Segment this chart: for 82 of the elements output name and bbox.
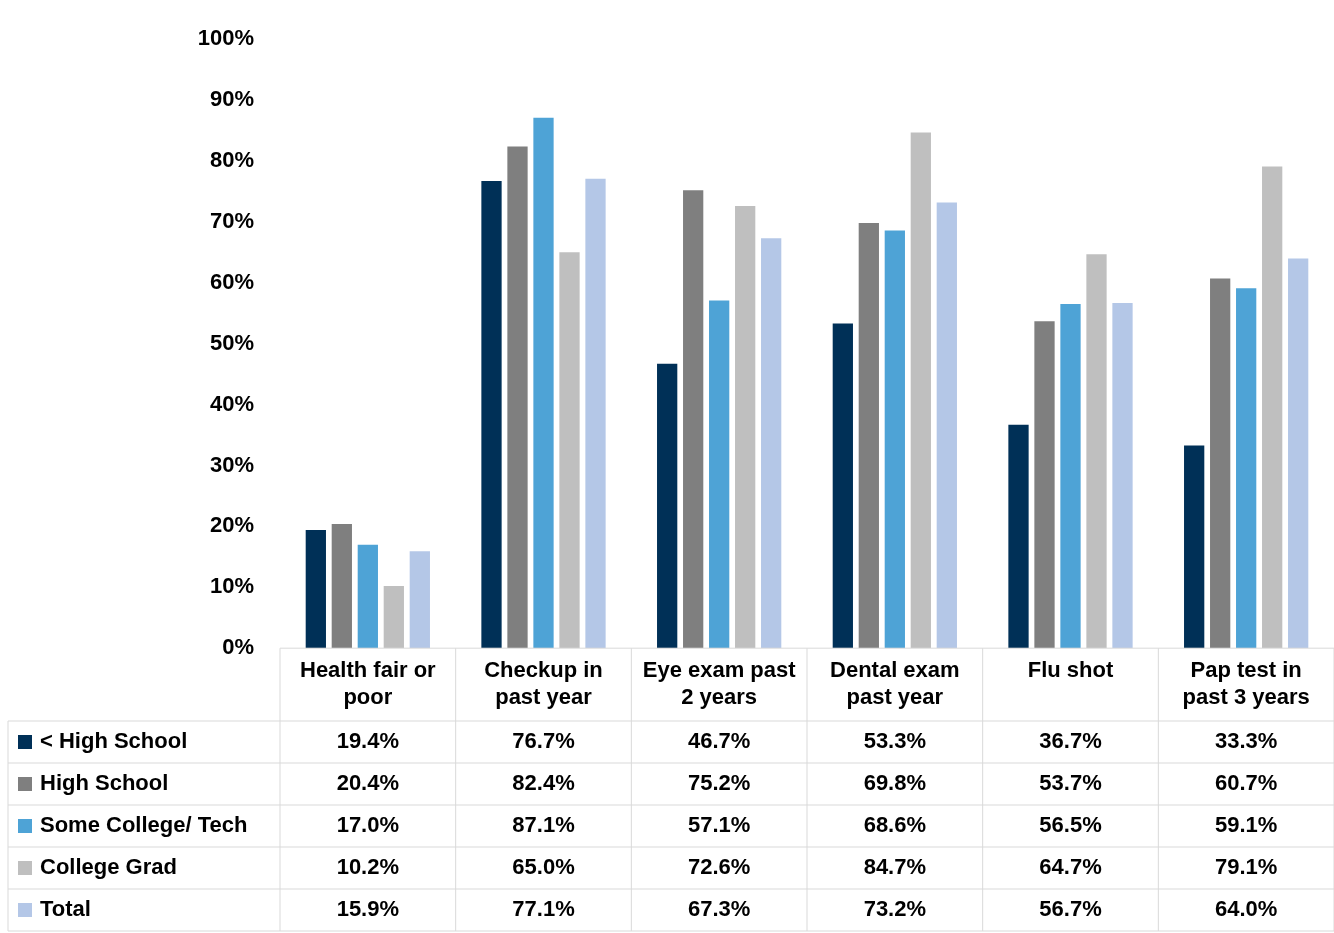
bar (305, 530, 326, 649)
data-label: 84.7% (863, 854, 927, 880)
data-label: 19.4% (336, 728, 400, 754)
x-tick-label: Pap test in past 3 years (1182, 657, 1310, 709)
y-tick-label: 50% (209, 329, 254, 355)
data-label: 73.2% (863, 896, 927, 922)
y-tick-label: 80% (209, 147, 254, 173)
data-label: 33.3% (1214, 728, 1278, 754)
legend-label: < High School (40, 728, 188, 754)
data-label: 59.1% (1214, 812, 1278, 838)
bar (1112, 302, 1133, 649)
bar (481, 181, 502, 649)
x-tick-label: Checkup in past year (484, 657, 603, 709)
data-label: 82.4% (512, 770, 575, 796)
bar (1034, 321, 1055, 649)
data-label: 87.1% (512, 812, 575, 838)
bar (910, 132, 931, 649)
data-label: 46.7% (687, 728, 751, 754)
data-label: 75.2% (687, 770, 751, 796)
legend-label: Some College/ Tech (40, 812, 248, 838)
x-tick-label: Eye exam past 2 years (642, 657, 797, 709)
data-label: 64.7% (1039, 854, 1102, 880)
legend-label: High School (40, 770, 169, 796)
x-tick-label: Health fair or poor (299, 657, 437, 709)
bar (709, 300, 730, 649)
bar (936, 202, 957, 649)
y-tick-label: 10% (209, 573, 254, 599)
bar (383, 586, 404, 649)
y-tick-label: 20% (209, 512, 254, 538)
bar (761, 238, 782, 649)
bar (409, 551, 430, 649)
data-label: 17.0% (336, 812, 400, 838)
y-tick-label: 40% (209, 390, 254, 416)
data-label: 64.0% (1214, 896, 1278, 922)
data-label: 20.4% (336, 770, 400, 796)
data-label: 53.7% (1039, 770, 1102, 796)
bar (735, 206, 756, 649)
data-label: 53.3% (863, 728, 927, 754)
legend-label: College Grad (40, 854, 177, 880)
data-label: 60.7% (1214, 770, 1278, 796)
data-label: 56.7% (1039, 896, 1102, 922)
data-label: 56.5% (1039, 812, 1102, 838)
x-tick-label: Dental exam past year (830, 657, 960, 709)
data-label: 77.1% (512, 896, 575, 922)
y-tick-label: 100% (197, 25, 254, 51)
data-label: 10.2% (336, 854, 400, 880)
bar (1262, 166, 1283, 649)
bar (1086, 254, 1107, 649)
data-label: 15.9% (336, 896, 400, 922)
bar (1236, 288, 1257, 649)
bar (533, 117, 554, 649)
data-label: 69.8% (863, 770, 927, 796)
data-label: 36.7% (1039, 728, 1102, 754)
y-tick-label: 60% (209, 268, 254, 294)
data-label: 79.1% (1214, 854, 1278, 880)
data-label: 57.1% (687, 812, 751, 838)
bar (858, 223, 879, 649)
bar (1008, 424, 1029, 649)
data-label: 76.7% (512, 728, 575, 754)
data-label: 65.0% (512, 854, 575, 880)
data-label: 67.3% (687, 896, 751, 922)
y-tick-label: 0% (222, 634, 254, 660)
bar (683, 190, 704, 649)
bar (331, 523, 352, 649)
data-label: 72.6% (687, 854, 751, 880)
bar (1210, 278, 1231, 649)
bar (832, 323, 853, 649)
y-tick-label: 30% (209, 451, 254, 477)
y-tick-label: 70% (209, 207, 254, 233)
y-tick-label: 90% (209, 86, 254, 112)
bar (657, 363, 678, 649)
x-tick-label: Flu shot (1027, 657, 1114, 683)
bar (357, 544, 378, 649)
bar (559, 252, 580, 649)
bar (1184, 445, 1205, 649)
bar (1060, 304, 1081, 649)
bar (884, 230, 905, 649)
legend-label: Total (40, 896, 91, 922)
data-label: 68.6% (863, 812, 927, 838)
bar (507, 146, 528, 649)
bar (1288, 258, 1309, 649)
bar (585, 178, 606, 649)
